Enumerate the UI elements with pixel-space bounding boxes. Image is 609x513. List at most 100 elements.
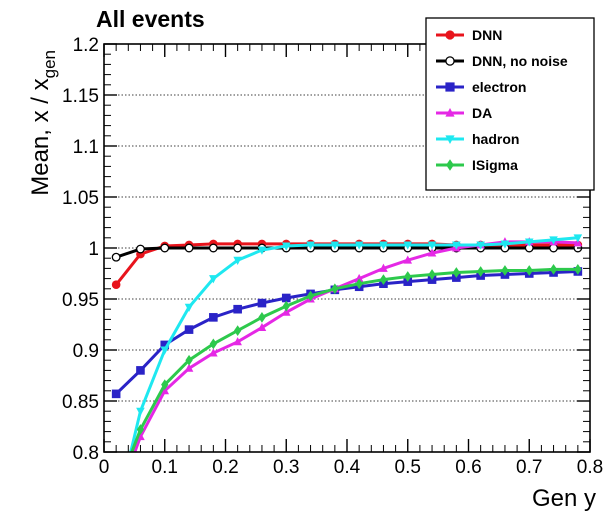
y-axis-title: Mean, x / xgen	[27, 50, 59, 196]
y-tick-label: 0.9	[73, 341, 99, 362]
data-point-isigma	[233, 325, 242, 336]
data-point-electron	[257, 298, 267, 308]
data-point-hadron	[452, 241, 461, 250]
data-point-hadron	[549, 236, 558, 245]
data-point-hadron	[379, 241, 388, 250]
legend-entry-isigma: ISigma	[436, 157, 518, 173]
x-tick-label: 0.8	[577, 457, 603, 478]
data-point-electron	[233, 304, 242, 314]
data-point-isigma	[501, 265, 509, 276]
data-point-hadron	[233, 256, 242, 265]
data-point-dnn-no-noise	[135, 244, 145, 254]
data-point-electron	[136, 366, 145, 375]
data-point-da	[379, 263, 388, 272]
series-line-isigma	[130, 267, 578, 452]
data-point-isigma	[476, 266, 485, 277]
y-tick-label: 1	[88, 239, 99, 260]
data-point-hadron	[257, 246, 267, 255]
data-point-hadron	[330, 241, 340, 250]
legend-entry-dnn-no-noise: DNN, no noise	[436, 53, 568, 69]
x-tick-label: 0	[99, 457, 110, 478]
data-point-hadron	[524, 238, 534, 247]
legend-swatch-marker	[445, 107, 455, 117]
data-point-hadron	[354, 241, 364, 250]
legend-entry-electron: electron	[436, 79, 526, 95]
data-point-electron	[184, 325, 194, 334]
data-point-electron	[160, 340, 170, 350]
data-point-isigma	[282, 300, 290, 312]
y-axis-title-main: Mean, x / x	[27, 78, 54, 195]
data-point-da	[112, 498, 121, 506]
legend-swatch-marker	[445, 30, 455, 40]
y-tick-label: 1.15	[62, 86, 99, 107]
data-point-isigma	[404, 271, 412, 282]
data-point-dnn-no-noise	[184, 243, 194, 253]
series-hadron	[129, 234, 583, 452]
data-point-da	[354, 273, 364, 283]
legend-entry-hadron: hadron	[436, 131, 519, 147]
legend-box	[425, 17, 595, 191]
legend-label: DA	[472, 105, 492, 121]
data-point-hadron	[184, 303, 194, 312]
data-point-hadron	[427, 241, 437, 250]
x-tick-label: 0.2	[212, 457, 238, 478]
data-point-hadron	[500, 240, 510, 249]
data-point-isigma	[452, 267, 461, 278]
legend-label: ISigma	[472, 157, 518, 173]
data-point-isigma	[161, 379, 169, 391]
data-point-electron	[209, 313, 218, 322]
data-point-isigma	[379, 274, 388, 285]
y-tick-label: 0.85	[62, 392, 99, 413]
y-tick-label: 1.1	[73, 137, 99, 158]
legend-label: DNN, no noise	[472, 53, 568, 69]
data-point-hadron	[160, 346, 170, 355]
data-point-dnn-no-noise	[208, 243, 218, 253]
y-tick-label: 1.2	[73, 35, 99, 56]
y-tick-label: 0.8	[73, 443, 99, 464]
legend-swatch-marker	[446, 159, 454, 171]
data-point-da	[184, 363, 194, 372]
data-point-hadron	[209, 275, 218, 284]
data-point-isigma	[355, 278, 363, 290]
data-point-da	[281, 307, 291, 316]
x-tick-label: 0.7	[516, 457, 542, 478]
series-isigma	[112, 264, 582, 498]
data-point-isigma	[209, 338, 218, 350]
legend-swatch-marker	[445, 135, 455, 145]
data-point-isigma	[185, 354, 193, 366]
data-point-electron	[281, 293, 291, 303]
x-tick-label: 0.5	[395, 457, 421, 478]
legend-label: electron	[472, 79, 526, 95]
data-point-hadron	[403, 241, 413, 250]
series-layer	[111, 234, 583, 506]
legend: DNN DNN, no noise electron DA hadron ISigma	[425, 17, 595, 191]
data-point-isigma	[549, 264, 558, 275]
data-point-da	[233, 337, 242, 346]
data-point-isigma	[112, 487, 119, 498]
data-point-hadron	[476, 241, 485, 250]
data-point-da	[403, 255, 413, 264]
data-point-dnn	[111, 280, 121, 290]
series-dnn-no-noise	[111, 243, 583, 262]
data-point-dnn-no-noise	[233, 243, 243, 253]
data-point-dnn-no-noise	[160, 243, 170, 253]
legend-swatch-marker	[445, 82, 455, 92]
data-point-dnn-no-noise	[111, 252, 121, 262]
data-point-electron	[111, 389, 121, 399]
x-tick-label: 0.1	[152, 457, 178, 478]
x-axis-title: Gen y	[532, 485, 596, 512]
chart-title: All events	[96, 6, 205, 32]
x-tick-label: 0.4	[334, 457, 361, 478]
y-axis-title-sub: gen	[40, 50, 59, 78]
data-point-da	[427, 248, 437, 257]
legend-label: hadron	[472, 131, 519, 147]
data-point-isigma	[574, 264, 582, 275]
data-point-isigma	[136, 424, 145, 435]
data-point-isigma	[525, 265, 533, 276]
series-line-hadron	[129, 236, 578, 452]
data-point-da	[209, 348, 218, 357]
data-point-isigma	[331, 283, 339, 295]
data-point-da	[257, 322, 267, 331]
legend-label: DNN	[472, 27, 502, 43]
